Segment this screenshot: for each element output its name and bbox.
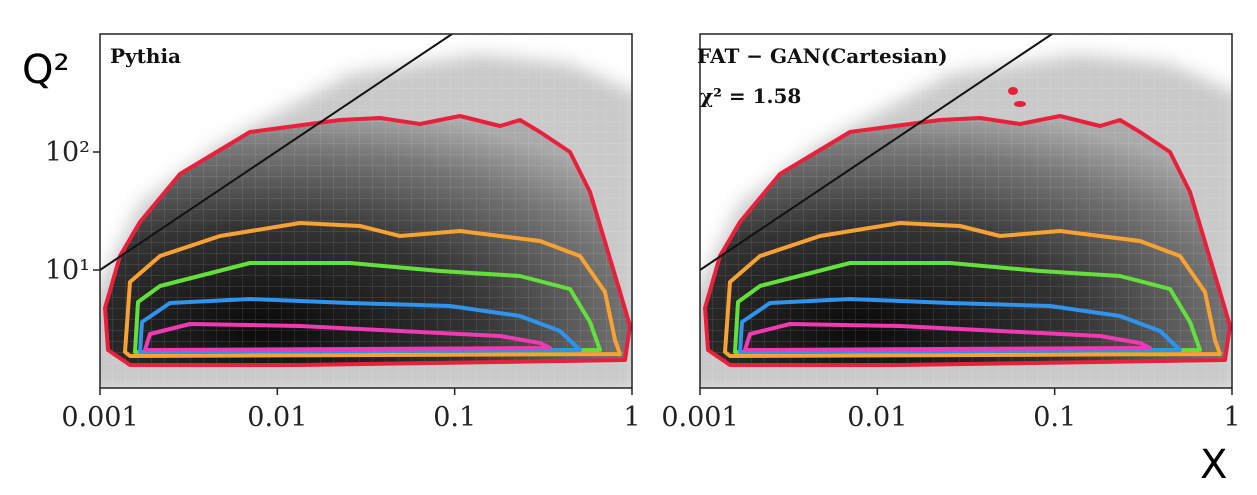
x-tick-label: 0.001 xyxy=(61,402,138,433)
y-axis-label: Q² xyxy=(22,47,70,93)
x-tick-label: 1 xyxy=(623,402,640,433)
panel-title: Pythia xyxy=(110,44,181,68)
x-tick-label: 0.1 xyxy=(433,402,476,433)
plot-area xyxy=(80,34,640,394)
x-tick-label: 1 xyxy=(1223,402,1240,433)
x-tick-label: 0.001 xyxy=(661,402,738,433)
x-tick-label: 0.01 xyxy=(247,402,307,433)
contour-blob xyxy=(1008,87,1018,95)
y-tick-label: 10² xyxy=(45,137,90,168)
panel-title: FAT − GAN(Cartesian) xyxy=(697,44,948,68)
contour-blob xyxy=(1014,101,1026,107)
x-tick-label: 0.01 xyxy=(847,402,907,433)
y-tick-label: 10¹ xyxy=(45,255,90,286)
x-axis-label: X xyxy=(1200,442,1227,488)
x-tick-label: 0.1 xyxy=(1033,402,1076,433)
annotation: χ² = 1.58 xyxy=(700,84,801,108)
